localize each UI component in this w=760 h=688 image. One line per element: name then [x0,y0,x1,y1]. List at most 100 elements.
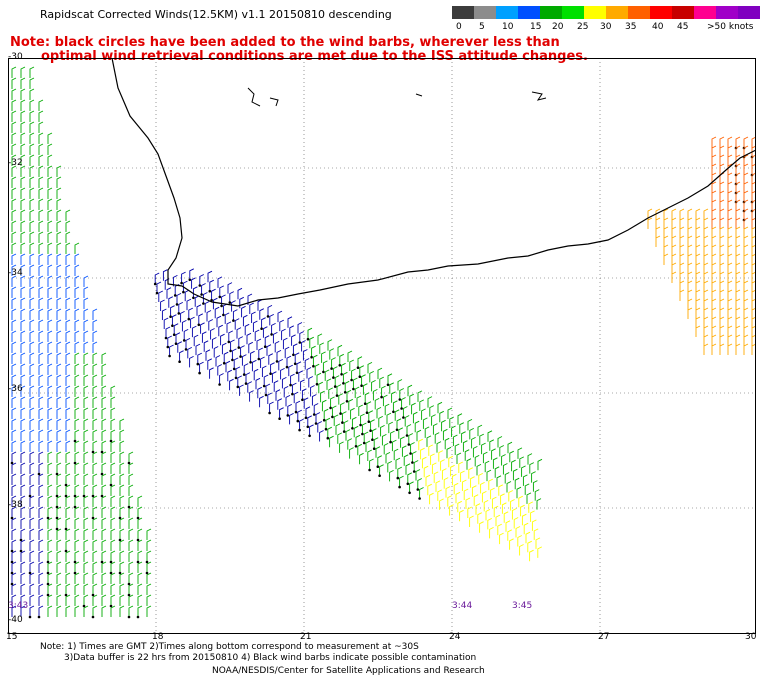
wind-barb [743,217,749,229]
wind-barb [196,304,202,316]
wind-barb [110,429,116,441]
wind-barb [250,350,255,363]
wind-barb [518,495,524,508]
wind-barb [56,539,62,551]
wind-barb [56,242,62,254]
wind-barb [278,358,284,371]
wind-barb [233,357,239,369]
contamination-dot [82,494,86,498]
contamination-dot [389,440,392,444]
contamination-dot [218,383,221,386]
wind-barb [501,454,506,466]
wind-barb [74,407,80,419]
wind-barb [348,398,354,411]
contamination-dot [331,415,334,419]
wind-barb [83,352,89,364]
wind-barb [189,268,195,280]
wind-barb [29,539,35,551]
contamination-dot [386,383,390,387]
wind-barb [65,209,71,221]
wind-barb [377,455,383,467]
wind-barb [29,242,35,254]
wind-barb [74,319,80,331]
wind-barb [56,462,62,474]
wind-barb [38,473,44,485]
contamination-dot [352,387,355,391]
wind-barb [47,231,53,243]
wind-barb [735,136,741,148]
wind-barb [92,374,98,386]
wind-barb [29,121,35,133]
wind-barb [56,605,62,617]
wind-barb [719,217,725,229]
wind-barb [47,220,53,232]
wind-barb [743,289,749,301]
contamination-dot [91,615,95,619]
wind-barb [388,421,394,434]
wind-barb [47,242,53,254]
contamination-dot [409,452,412,455]
wind-barb [38,583,44,595]
wind-barb [110,462,116,474]
contamination-dot [286,414,290,417]
wind-barb [463,488,469,500]
wind-barb [277,310,283,323]
wind-barb [390,430,395,443]
wind-barb [83,484,89,496]
wind-barb [158,290,164,302]
wind-barb [523,522,529,535]
wind-barb [442,428,448,441]
wind-barb [269,313,275,326]
wind-barb [56,484,62,496]
wind-barb [38,110,44,122]
wind-barb [110,550,116,562]
wind-barb [297,409,303,422]
wind-barb [329,348,335,360]
wind-barb [74,528,80,540]
wind-barb [330,396,335,408]
wind-barb [20,66,26,78]
wind-barb [92,319,98,331]
wind-barb [83,451,89,463]
wind-barb [281,376,287,389]
wind-barb [472,445,478,458]
wind-barb [521,465,526,477]
wind-barb [101,352,107,364]
wind-barb [65,561,71,573]
wind-barb [20,396,26,408]
wind-barb [454,443,460,455]
wind-barb [92,407,98,419]
wind-barb [128,561,134,573]
wind-barb [751,298,756,310]
wind-barb [11,451,17,463]
wind-barb [83,429,89,441]
wind-barb [47,308,53,320]
wind-barb [38,517,44,529]
wind-barb [74,385,80,397]
wind-barb [719,208,725,220]
contamination-dot [127,505,131,509]
wind-barb [711,343,717,355]
wind-barb [38,429,44,441]
wind-barb [426,435,432,447]
wind-barb [299,418,304,431]
wind-barb [20,242,26,254]
lat-label--38: -38 [8,500,23,510]
wind-barb [391,391,396,403]
contamination-dot [109,571,113,575]
wind-barb [751,334,756,346]
wind-barb [281,328,286,341]
wind-barb [74,605,80,617]
wind-barb [101,517,107,529]
wind-barb [436,441,442,453]
wind-barb [504,472,510,484]
wind-barb [687,289,693,301]
wind-barb [47,198,53,210]
wind-barb [217,364,223,376]
wind-barb [47,352,53,364]
wind-barb [257,299,263,311]
wind-barb [56,374,62,386]
wind-barb [679,226,685,238]
wind-barb [435,480,441,492]
contamination-dot [118,571,122,575]
